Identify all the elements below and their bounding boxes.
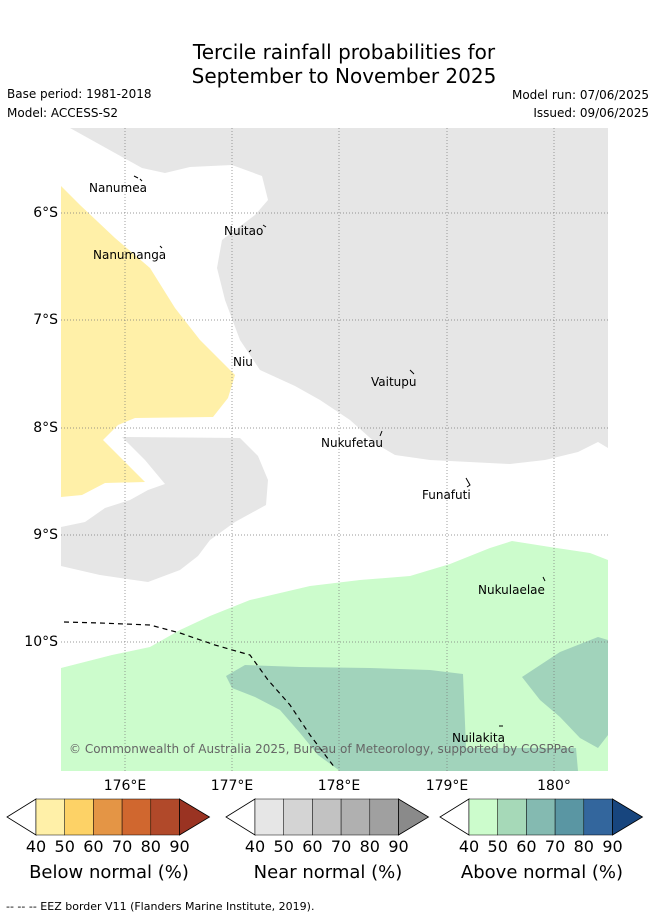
colorbar-swatch [254,798,284,836]
colorbar-swatch [398,798,430,836]
place-label: Niu [233,355,253,369]
colorbar-label: Above normal (%) [460,862,624,883]
place-label: Nanumea [89,181,147,195]
colorbar-tick-label: 50 [487,837,508,856]
colorbar-swatch [526,798,556,836]
colorbar-swatch [283,798,313,836]
x-tick-label: 176°E [103,778,147,794]
colorbar-3 [439,798,644,836]
colorbar-tick-label: 40 [25,837,47,856]
colorbar-tick-label: 40 [458,837,480,856]
colorbar-swatch [179,798,211,836]
colorbar-swatch [340,798,371,836]
place-label: Nukulaelae [478,583,545,597]
y-tick-label: 9°S [33,527,58,543]
colorbar-tick-label: 50 [273,837,294,856]
x-tick-label: 179°E [425,778,469,794]
below-normal-region [61,186,235,497]
eez-border [63,621,336,769]
colorbar-tick-label: 70 [111,837,133,856]
colorbar-tick-label: 70 [544,837,566,856]
model-run: Model run: 07/06/2025 [511,88,649,102]
title-line-1: Tercile rainfall probabilities for [192,40,496,64]
colorbar-2 [225,798,430,836]
y-tick-label: 6°S [33,205,58,221]
place-label: Vaitupu [371,375,417,389]
colorbar-swatch [6,798,37,836]
place-label: Nukufetau [321,436,384,450]
colorbar-tick-label: 90 [602,837,623,856]
place-label: Funafuti [422,488,471,502]
near-normal-region-island [502,350,516,380]
colorbar-swatch [35,798,65,836]
colorbar-label: Near normal (%) [253,862,403,883]
copyright-notice: © Commonwealth of Australia 2025, Bureau… [69,742,575,756]
colorbar-swatch [369,798,399,836]
colorbar-swatch [468,798,498,836]
near-normal-region-west [61,437,268,582]
colorbar-swatch [554,798,585,836]
colorbar-tick-label: 60 [302,837,323,856]
colorbar-swatch [93,798,123,836]
colorbar-tick-label: 80 [359,837,380,856]
eez-legend-note: -- -- -- EEZ border V11 (Flanders Marine… [6,900,315,913]
colorbar-swatch [121,798,152,836]
island-shapes [133,175,546,727]
map-gridlines [61,128,608,771]
colorbar-tick-label: 80 [140,837,161,856]
above-normal-strong-region [226,665,578,771]
above-normal-region [61,541,608,771]
base-period: Base period: 1981-2018 [7,87,152,101]
colorbar-swatch [64,798,94,836]
chart-title: Tercile rainfall probabilities for Septe… [0,40,655,88]
place-label: Nuitao [224,224,264,238]
colorbar-swatch [225,798,256,836]
colorbar-tick-label: 50 [54,837,75,856]
issued-date: Issued: 09/06/2025 [533,106,649,120]
colorbar-tick-label: 60 [83,837,104,856]
colorbar-swatch [497,798,527,836]
colorbar-tick-label: 80 [573,837,594,856]
colorbar-swatch [150,798,180,836]
y-tick-label: 8°S [33,420,58,436]
x-tick-label: 177°E [210,778,254,794]
colorbar-label: Below normal (%) [29,862,189,883]
colorbar-tick-label: 70 [330,837,352,856]
model-name: Model: ACCESS-S2 [7,106,119,120]
x-tick-label: 180° [537,778,571,794]
colorbar-tick-label: 90 [169,837,190,856]
place-label: Nanumanga [93,248,167,262]
y-tick-label: 7°S [33,312,58,328]
colorbar-swatch [612,798,644,836]
y-tick-label: 10°S [24,634,58,650]
above-normal-strong-region-east [522,637,608,748]
colorbar-tick-label: 40 [244,837,266,856]
colorbar-swatch [583,798,613,836]
title-line-2: September to November 2025 [191,64,497,88]
colorbar-tick-label: 90 [388,837,409,856]
colorbar-swatch [439,798,470,836]
place-label: Nuilakita [452,731,505,745]
colorbar-1 [6,798,211,836]
colorbar-swatch [312,798,342,836]
x-tick-label: 178°E [317,778,361,794]
colorbar-tick-label: 60 [516,837,537,856]
